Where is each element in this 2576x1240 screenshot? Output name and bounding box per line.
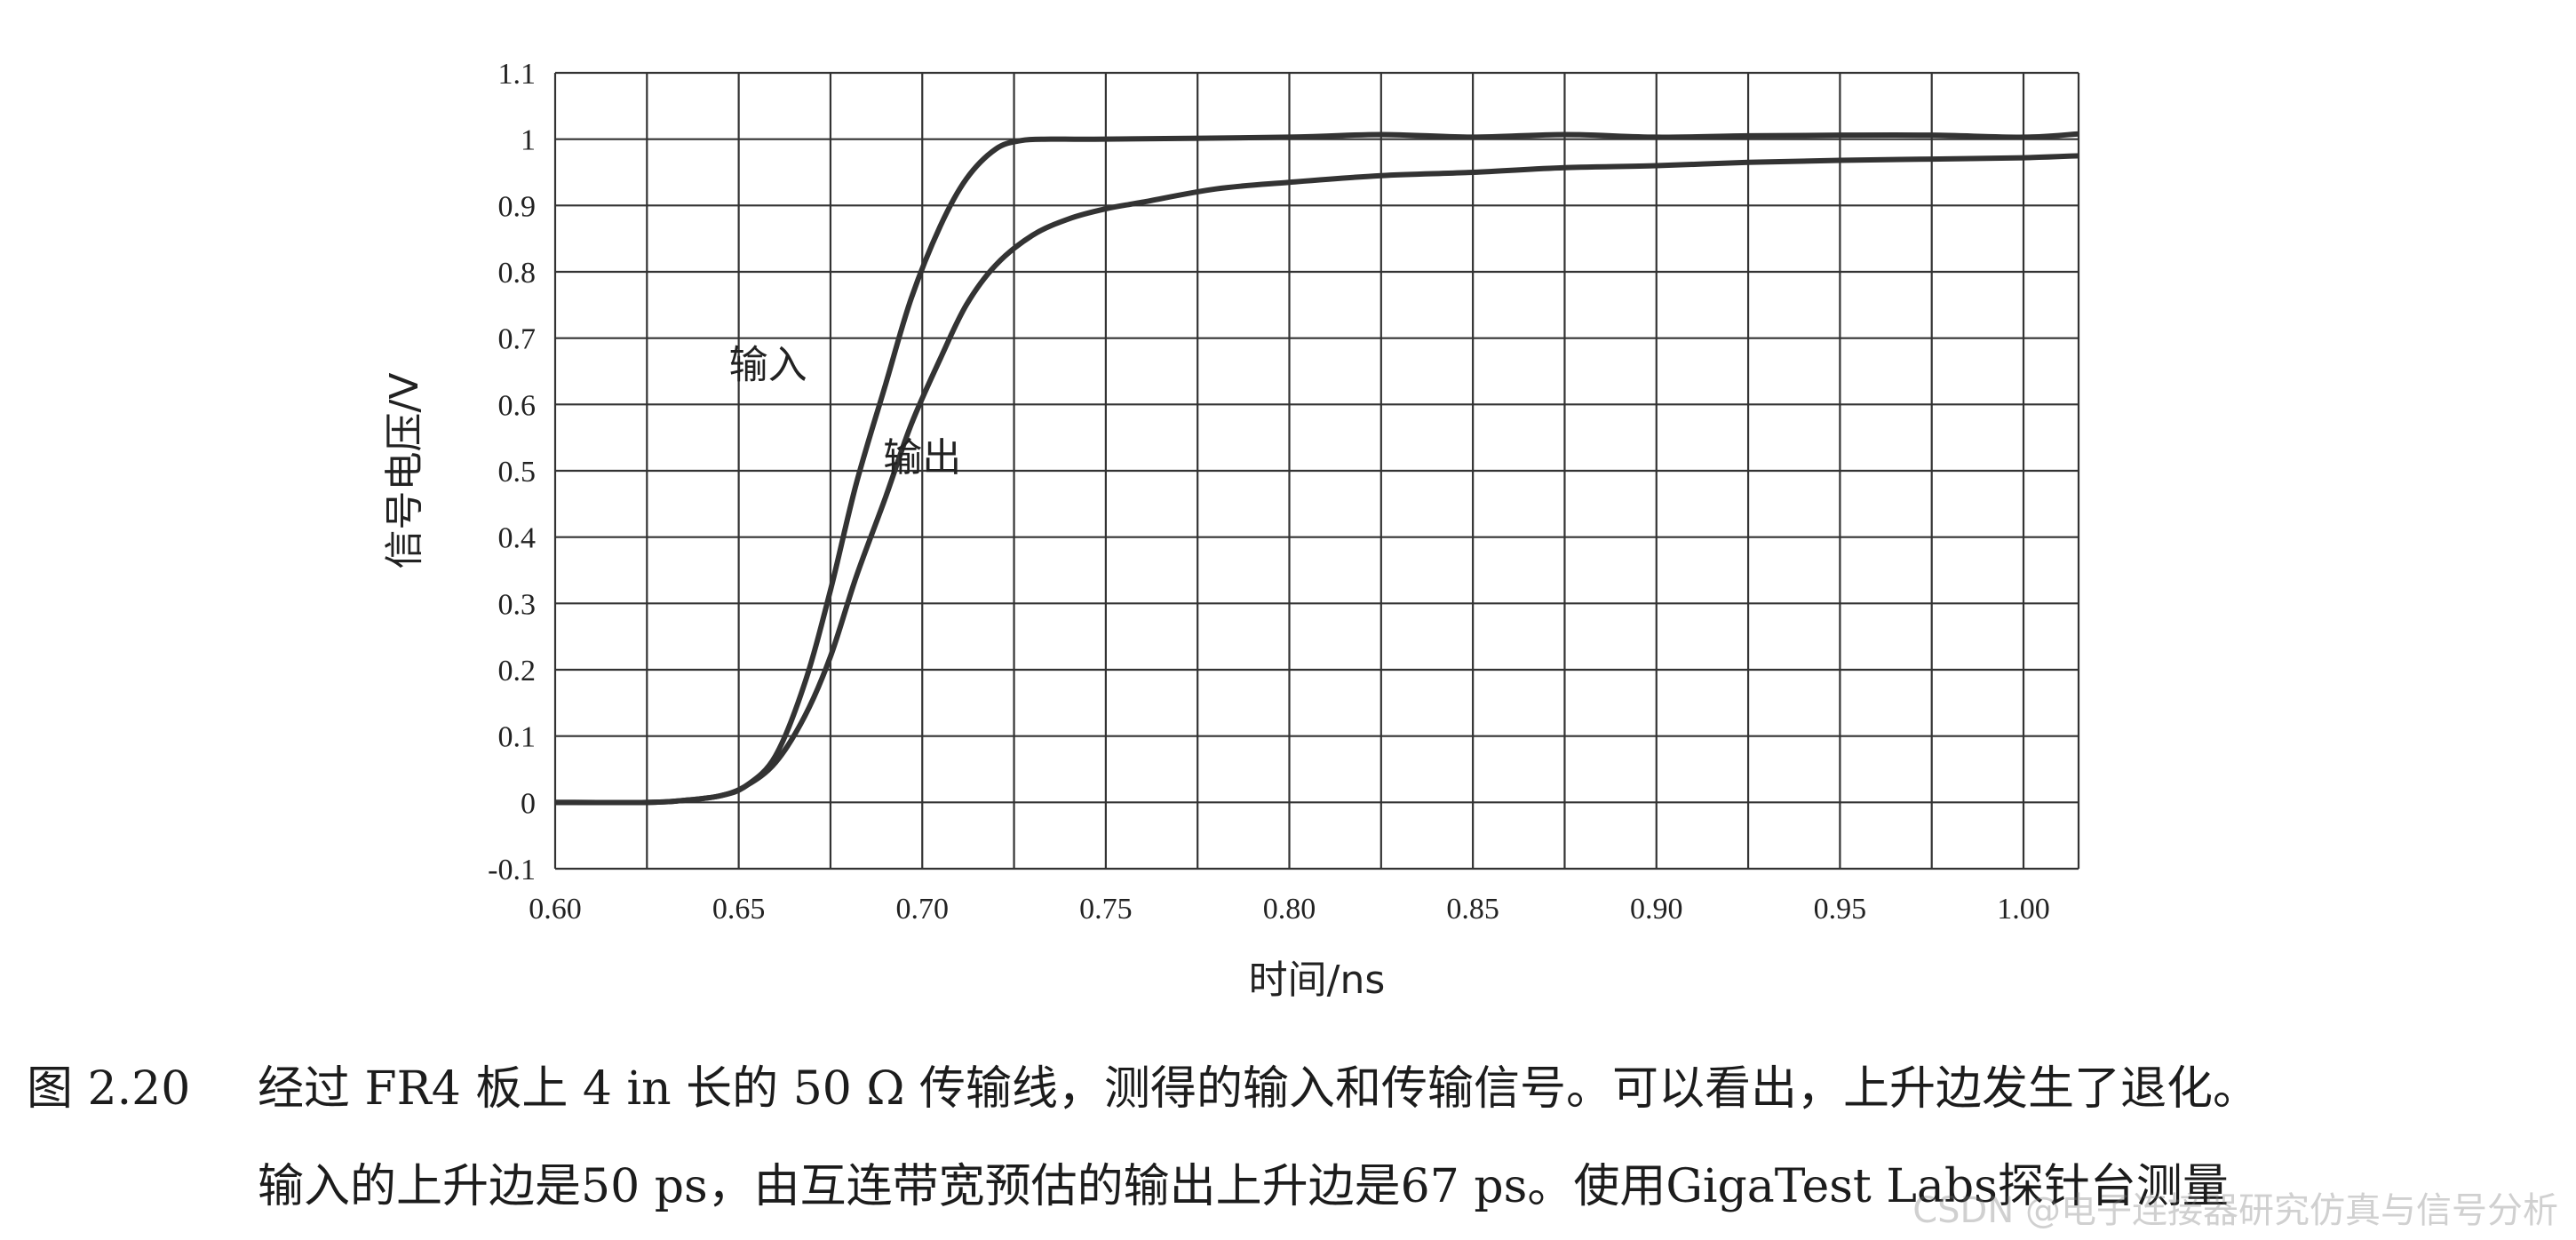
y-tick-label: 0.6 <box>498 389 537 422</box>
series-line-output <box>554 153 2079 806</box>
y-tick-label: 0.4 <box>498 522 537 555</box>
x-tick-label: 0.95 <box>1814 893 1867 926</box>
y-axis-title: 信号电压/V <box>382 373 427 569</box>
y-tick-label: 1 <box>521 124 536 157</box>
series-line-input <box>554 131 2079 806</box>
y-tick-label: 0 <box>521 787 536 820</box>
series-lines <box>554 131 2079 806</box>
y-tick-label: 0.2 <box>498 655 537 688</box>
y-tick-label: 0.1 <box>498 721 537 754</box>
y-tick-label: 1.1 <box>498 58 537 91</box>
figure-caption-line-2: 输入的上升边是50 ps，由互连带宽预估的输出上升边是67 ps。使用GigaT… <box>258 1164 2229 1210</box>
x-axis-title: 时间/ns <box>1249 958 1386 1003</box>
x-tick-label: 0.65 <box>712 893 766 926</box>
series-annotation-0: 输入 <box>729 342 807 387</box>
y-tick-label: 0.5 <box>498 456 537 489</box>
x-tick-label: 1.00 <box>1997 893 2050 926</box>
watermark-text: CSDN @电子连接器研究仿真与信号分析 <box>1912 1190 2558 1231</box>
caption-text-1: 经过 FR4 板上 4 in 长的 50 Ω 传输线，测得的输入和传输信号。可以… <box>258 1062 2260 1116</box>
figure-caption-line-1: 图 2.20 经过 FR4 板上 4 in 长的 50 Ω 传输线，测得的输入和传… <box>27 1066 2259 1112</box>
y-tick-label: -0.1 <box>488 854 536 886</box>
x-tick-label: 0.90 <box>1630 893 1683 926</box>
grid <box>553 71 2080 870</box>
tick-labels: -0.1 0 0.1 0.2 0.3 0.4 0.5 0.6 0.7 0.8 0.9 1 1.1 0.60… <box>488 58 2050 926</box>
series-annotation-1: 输出 <box>883 435 961 481</box>
y-tick-label: 0.8 <box>498 257 537 290</box>
x-tick-label: 0.60 <box>529 893 582 926</box>
x-tick-label: 0.75 <box>1079 893 1133 926</box>
y-tick-label: 0.7 <box>498 323 537 356</box>
figure-number: 图 2.20 <box>27 1062 191 1116</box>
x-tick-label: 0.70 <box>896 893 950 926</box>
x-tick-label: 0.80 <box>1263 893 1316 926</box>
caption-text-2: 输入的上升边是50 ps，由互连带宽预估的输出上升边是67 ps。使用GigaT… <box>258 1160 2229 1213</box>
y-tick-label: 0.9 <box>498 190 537 223</box>
x-tick-label: 0.85 <box>1446 893 1499 926</box>
y-tick-label: 0.3 <box>498 588 537 621</box>
